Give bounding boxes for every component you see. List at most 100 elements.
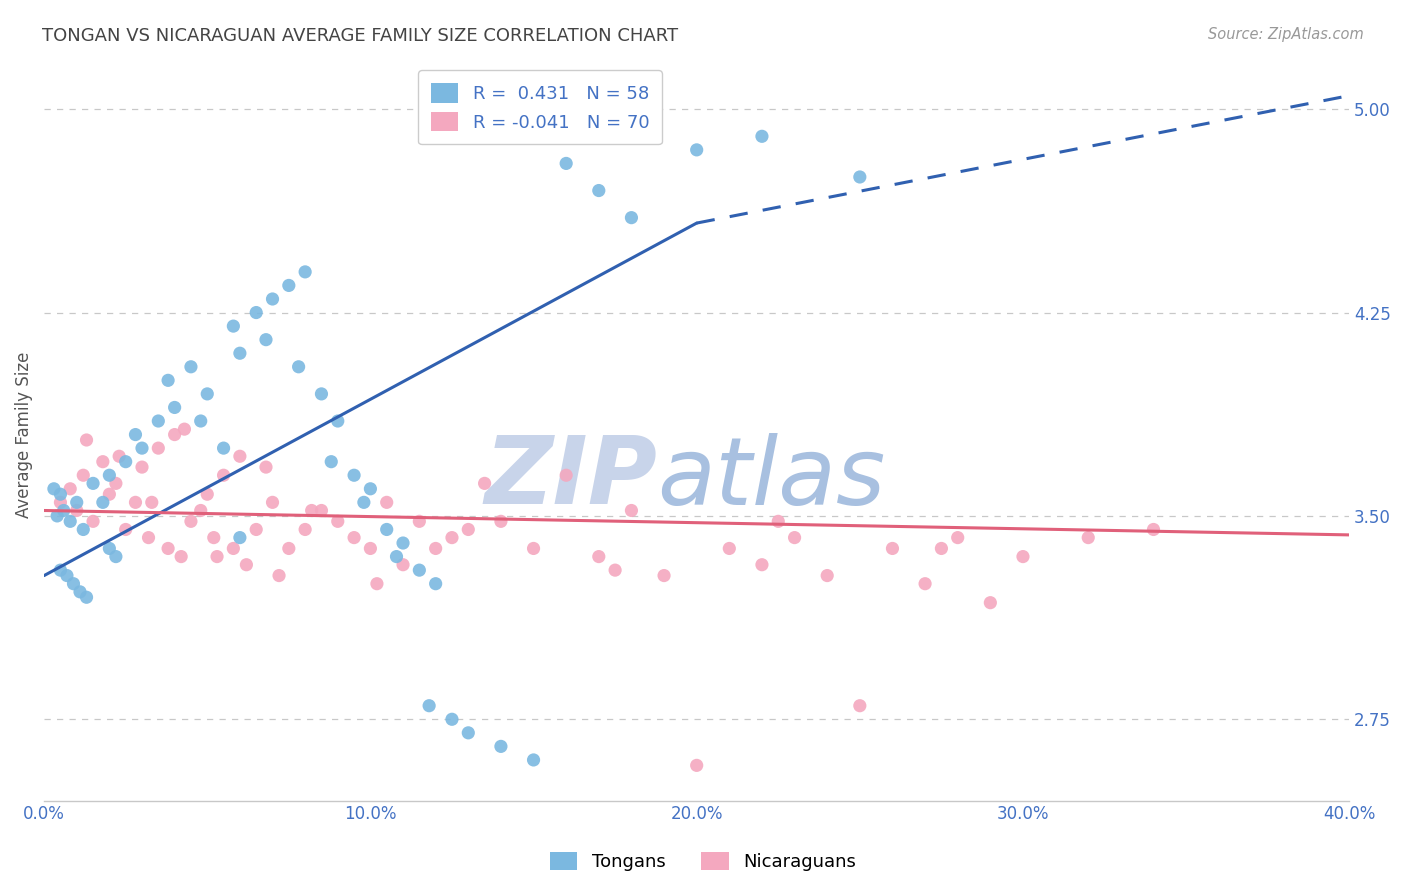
Point — [195, 487, 218, 501]
Point — [1142, 523, 1164, 537]
Point — [254, 460, 277, 475]
Point — [212, 468, 235, 483]
Point — [783, 531, 806, 545]
Point — [262, 495, 284, 509]
Point — [311, 387, 333, 401]
Point — [245, 523, 267, 537]
Point — [91, 495, 114, 509]
Text: ZIP: ZIP — [485, 433, 658, 524]
Point — [522, 541, 544, 556]
Point — [588, 549, 610, 564]
Point — [190, 414, 212, 428]
Point — [82, 476, 104, 491]
Point — [1077, 531, 1099, 545]
Point — [104, 476, 127, 491]
Point — [408, 563, 430, 577]
Point — [69, 584, 91, 599]
Point — [294, 265, 316, 279]
Point — [49, 495, 72, 509]
Point — [267, 568, 290, 582]
Text: TONGAN VS NICARAGUAN AVERAGE FAMILY SIZE CORRELATION CHART: TONGAN VS NICARAGUAN AVERAGE FAMILY SIZE… — [42, 27, 678, 45]
Point — [59, 482, 82, 496]
Point — [262, 292, 284, 306]
Point — [277, 278, 299, 293]
Point — [157, 541, 180, 556]
Point — [180, 514, 202, 528]
Point — [163, 427, 186, 442]
Point — [229, 450, 252, 464]
Point — [66, 503, 89, 517]
Point — [245, 305, 267, 319]
Point — [124, 495, 146, 509]
Point — [882, 541, 904, 556]
Point — [49, 487, 72, 501]
Text: atlas: atlas — [658, 433, 886, 524]
Legend: Tongans, Nicaraguans: Tongans, Nicaraguans — [543, 845, 863, 879]
Point — [326, 514, 349, 528]
Point — [104, 549, 127, 564]
Legend: R =  0.431   N = 58, R = -0.041   N = 70: R = 0.431 N = 58, R = -0.041 N = 70 — [419, 70, 662, 145]
Point — [849, 698, 872, 713]
Point — [652, 568, 675, 582]
Point — [235, 558, 257, 572]
Point — [190, 503, 212, 517]
Point — [66, 495, 89, 509]
Point — [195, 387, 218, 401]
Point — [277, 541, 299, 556]
Point — [343, 468, 366, 483]
Point — [202, 531, 225, 545]
Point — [212, 441, 235, 455]
Point — [489, 739, 512, 754]
Point — [914, 576, 936, 591]
Point — [359, 541, 381, 556]
Point — [686, 143, 709, 157]
Point — [301, 503, 323, 517]
Point — [294, 523, 316, 537]
Point — [311, 503, 333, 517]
Point — [229, 531, 252, 545]
Point — [98, 487, 121, 501]
Point — [375, 523, 398, 537]
Point — [56, 568, 79, 582]
Point — [392, 536, 415, 550]
Text: Source: ZipAtlas.com: Source: ZipAtlas.com — [1208, 27, 1364, 42]
Point — [98, 468, 121, 483]
Point — [163, 401, 186, 415]
Point — [718, 541, 741, 556]
Point — [555, 468, 578, 483]
Point — [457, 726, 479, 740]
Point — [457, 523, 479, 537]
Point — [170, 549, 193, 564]
Point — [141, 495, 163, 509]
Point — [173, 422, 195, 436]
Point — [751, 129, 773, 144]
Point — [114, 455, 136, 469]
Point — [931, 541, 953, 556]
Point — [59, 514, 82, 528]
Point — [946, 531, 969, 545]
Point — [359, 482, 381, 496]
Point — [124, 427, 146, 442]
Point — [555, 156, 578, 170]
Point — [522, 753, 544, 767]
Point — [418, 698, 440, 713]
Point — [768, 514, 790, 528]
Point — [326, 414, 349, 428]
Point — [62, 576, 84, 591]
Point — [148, 441, 170, 455]
Point — [620, 211, 643, 225]
Point — [254, 333, 277, 347]
Point — [287, 359, 309, 374]
Point — [131, 460, 153, 475]
Point — [42, 482, 65, 496]
Point — [321, 455, 343, 469]
Point — [157, 373, 180, 387]
Point — [440, 531, 463, 545]
Point — [979, 596, 1001, 610]
Point — [620, 503, 643, 517]
Point — [222, 541, 245, 556]
Point — [425, 541, 447, 556]
Point — [474, 476, 496, 491]
Point — [49, 563, 72, 577]
Point — [91, 455, 114, 469]
